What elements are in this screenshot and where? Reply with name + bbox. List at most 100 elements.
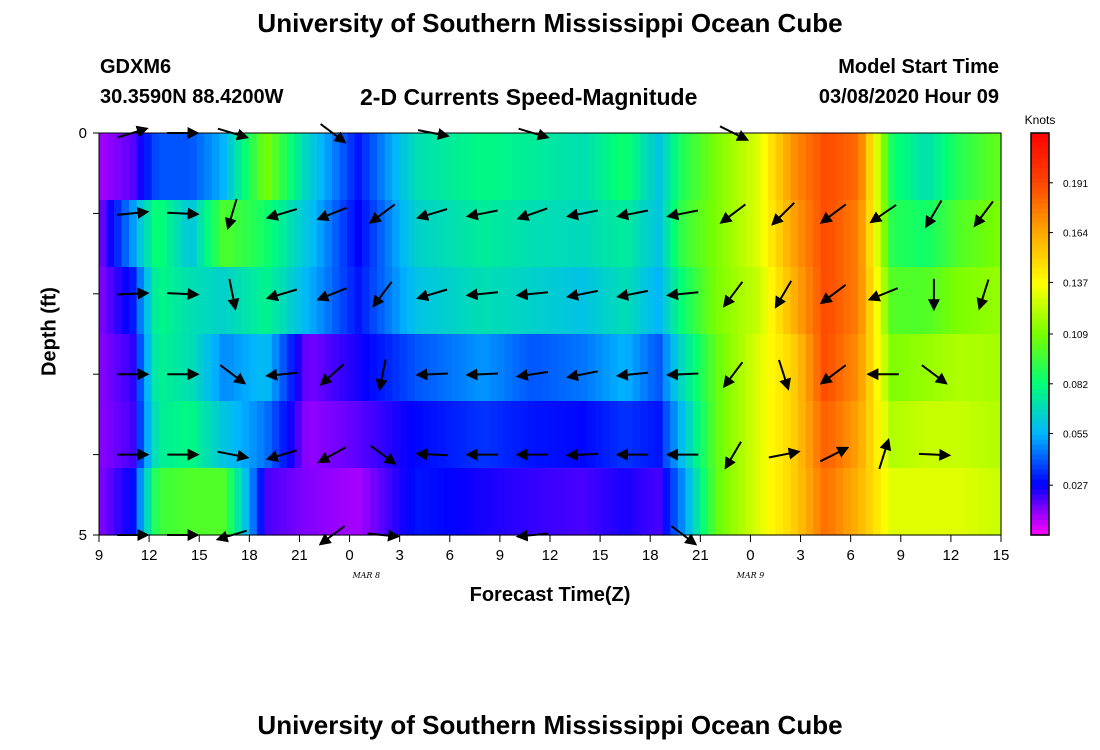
heatmap-cell: [249, 334, 258, 402]
heatmap-cell: [129, 200, 138, 268]
heatmap-cell: [625, 133, 634, 201]
heatmap-cell: [933, 401, 942, 469]
colorbar-band: [1031, 313, 1049, 320]
heatmap-cell: [226, 200, 235, 268]
heatmap-cell: [700, 267, 709, 335]
heatmap-cell: [279, 267, 288, 335]
heatmap-cell: [467, 468, 476, 536]
heatmap-cell: [324, 267, 333, 335]
heatmap-cell: [580, 267, 589, 335]
colorbar-band: [1031, 419, 1049, 426]
heatmap-cell: [181, 267, 190, 335]
heatmap-cell: [362, 334, 371, 402]
heatmap-cell: [332, 267, 341, 335]
heatmap-cell: [279, 200, 288, 268]
heatmap-cell: [963, 401, 972, 469]
heatmap-cell: [377, 468, 386, 536]
heatmap-cell: [316, 200, 326, 268]
heatmap-cell: [249, 468, 258, 536]
heatmap-cell: [362, 468, 371, 536]
heatmap-cell: [542, 200, 551, 268]
x-tick-label: 12: [542, 547, 559, 564]
colorbar-band: [1031, 153, 1049, 159]
heatmap-cell: [159, 401, 168, 469]
x-tick-label: 21: [291, 547, 308, 564]
current-vector: [722, 361, 744, 389]
heatmap-cell: [407, 133, 416, 201]
heatmap-cell: [910, 468, 919, 536]
heatmap-cell: [632, 200, 641, 268]
heatmap-cell: [775, 200, 784, 268]
heatmap-cell: [993, 200, 1002, 268]
heatmap-cell: [377, 334, 386, 402]
current-vector: [372, 281, 393, 308]
heatmap-cell: [813, 133, 822, 201]
heatmap-cell: [662, 267, 671, 335]
heatmap-cell: [940, 133, 949, 201]
heatmap-cell: [813, 401, 822, 469]
heatmap-cell: [144, 334, 153, 402]
current-vector: [227, 278, 240, 311]
heatmap-cell: [895, 133, 904, 201]
heatmap-cell: [700, 401, 709, 469]
heatmap-cell: [715, 200, 724, 268]
heatmap-cell: [226, 401, 235, 469]
current-vector: [566, 369, 598, 382]
heatmap-cell: [362, 267, 371, 335]
heatmap-cell: [392, 401, 401, 469]
heatmap-cell: [204, 200, 213, 268]
colorbar-band: [1031, 218, 1049, 225]
heatmap-cell: [820, 200, 829, 268]
current-vector: [724, 441, 742, 470]
heatmap-cell: [144, 133, 153, 201]
heatmap-cell: [978, 133, 987, 201]
heatmap-cell: [437, 468, 446, 536]
heatmap-cell: [715, 401, 724, 469]
heatmap-cell: [805, 401, 814, 469]
heatmap-cell: [572, 200, 581, 268]
current-vector: [320, 123, 347, 144]
heatmap-cell: [880, 334, 889, 402]
heatmap-cell: [407, 267, 416, 335]
x-tick-label: 3: [796, 547, 804, 564]
current-vector: [666, 368, 699, 381]
heatmap-cell: [550, 401, 559, 469]
heatmap-cell: [399, 334, 408, 402]
colorbar-band: [1031, 354, 1049, 360]
heatmap-cell: [737, 200, 747, 268]
colorbar-band: [1031, 223, 1049, 230]
heatmap-cell: [204, 468, 213, 536]
heatmap-cell: [640, 334, 649, 402]
heatmap-cell: [309, 401, 318, 469]
heatmap-cell: [234, 200, 243, 268]
heatmap-cell: [828, 401, 837, 469]
heatmap-cell: [211, 267, 220, 335]
heatmap-cell: [294, 401, 303, 469]
colorbar-band: [1031, 454, 1049, 461]
colorbar-band: [1031, 138, 1049, 144]
heatmap-cell: [775, 401, 784, 469]
heatmap-cell: [910, 401, 919, 469]
heatmap-cell: [512, 267, 521, 335]
heatmap-cell: [565, 267, 574, 335]
heatmap-cell: [662, 401, 671, 469]
heatmap-cell: [933, 334, 942, 402]
current-vector: [516, 207, 548, 221]
heatmap-cell: [752, 401, 762, 469]
heatmap-cell: [99, 334, 108, 402]
heatmap-cell: [737, 267, 747, 335]
heatmap-cell: [534, 200, 544, 268]
current-vector: [518, 127, 550, 141]
colorbar-band: [1031, 519, 1049, 526]
heatmap-cell: [993, 401, 1002, 469]
colorbar-band: [1031, 238, 1049, 245]
heatmap-cell: [542, 401, 551, 469]
heatmap-cell: [264, 267, 273, 335]
heatmap-cell: [527, 401, 536, 469]
heatmap-cell: [745, 133, 754, 201]
heatmap-cell: [497, 401, 506, 469]
heatmap-cell: [482, 200, 491, 268]
heatmap-cell: [249, 267, 258, 335]
heatmap-cell: [407, 401, 416, 469]
current-vector: [722, 281, 744, 308]
